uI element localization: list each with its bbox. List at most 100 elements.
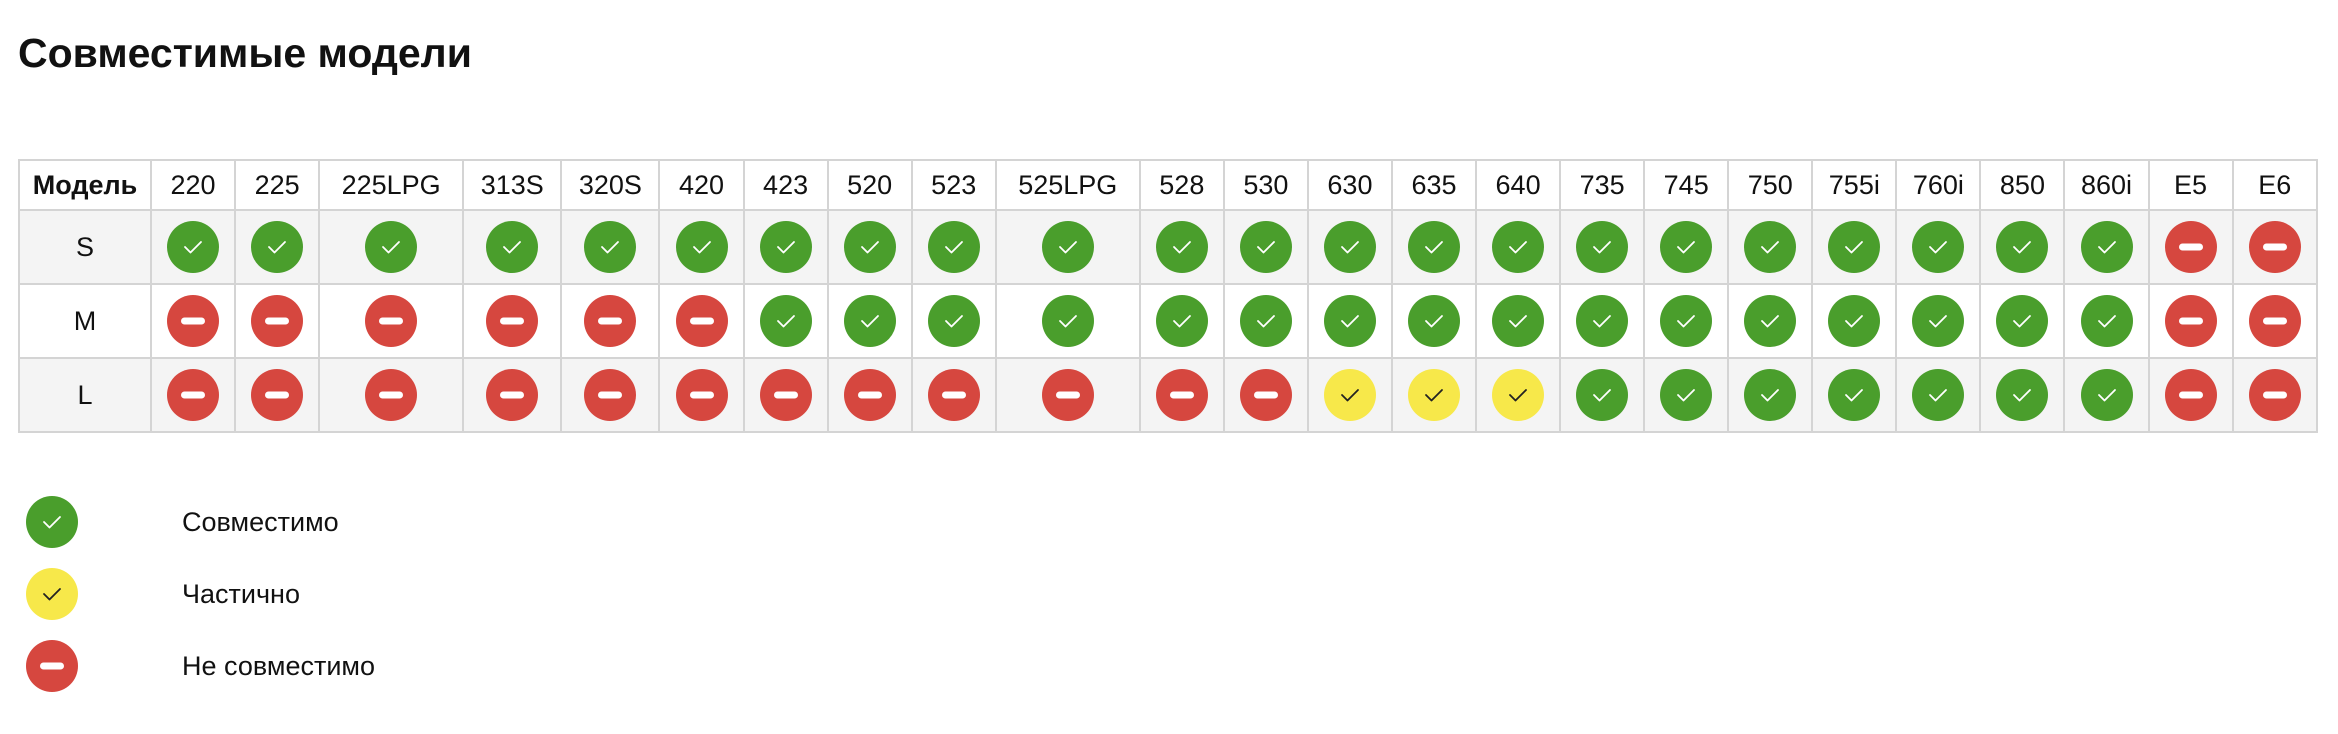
status-cell [318, 209, 465, 285]
icon-check [1677, 315, 1696, 328]
column-header: 755i [1811, 159, 1898, 211]
status-icon [2248, 221, 2301, 273]
status-cell [149, 283, 237, 359]
icon-check [1341, 389, 1359, 402]
icon-check [1058, 241, 1077, 254]
status-icon [167, 295, 220, 347]
status-cell [1306, 283, 1393, 359]
status-cell [1138, 283, 1225, 359]
icon-circle [1239, 221, 1292, 273]
icon-check [944, 241, 963, 254]
status-cell [742, 209, 829, 285]
legend: Совместимо Частично Не совместимо [26, 486, 375, 702]
status-cell [1979, 357, 2066, 433]
column-header: 850 [1979, 159, 2066, 211]
icon-minus [1253, 391, 1278, 399]
icon-check [1341, 315, 1359, 328]
icon-minus [1169, 391, 1194, 399]
status-cell [1390, 283, 1478, 359]
status-icon [1323, 369, 1376, 421]
status-cell [994, 209, 1141, 285]
status-cell [1895, 357, 1982, 433]
column-header: 525LPG [994, 159, 1141, 211]
icon-circle [1323, 221, 1376, 273]
status-icon [843, 369, 896, 421]
status-cell [1811, 283, 1898, 359]
status-icon [2164, 295, 2217, 347]
status-icon [1744, 369, 1797, 421]
column-header: 750 [1727, 159, 1814, 211]
status-icon [2164, 369, 2217, 421]
status-icon [1492, 221, 1545, 273]
status-icon [1239, 295, 1292, 347]
status-cell [910, 283, 997, 359]
column-header: 423 [742, 159, 829, 211]
icon-circle [675, 221, 728, 273]
status-icon [1041, 295, 1094, 347]
status-cell [742, 357, 829, 433]
status-cell [1643, 209, 1730, 285]
icon-circle [1828, 295, 1881, 347]
column-header: 313S [462, 159, 563, 211]
icon-circle [1744, 221, 1797, 273]
status-cell [994, 283, 1141, 359]
header-cell: Модель [18, 159, 152, 211]
status-cell [2063, 209, 2150, 285]
status-icon [1239, 369, 1292, 421]
status-cell [1559, 209, 1646, 285]
status-cell [234, 209, 321, 285]
icon-minus [2178, 391, 2203, 399]
column-header: 528 [1138, 159, 1225, 211]
icon-check [2013, 241, 2032, 254]
icon-check [1761, 389, 1780, 402]
status-cell [1222, 209, 1309, 285]
status-icon [1155, 369, 1208, 421]
status-icon [1408, 369, 1460, 421]
icon-minus [689, 391, 714, 399]
icon-circle [1912, 221, 1965, 273]
status-cell [1475, 357, 1562, 433]
icon-minus [2178, 243, 2203, 251]
icon-minus [265, 391, 290, 399]
status-icon [251, 221, 304, 273]
compat-table: Модель 220 225 225LPG 313S 320S 420 423 520 523 5… [18, 159, 2319, 433]
icon-circle [1576, 295, 1629, 347]
status-cell [1643, 283, 1730, 359]
status-cell [826, 357, 913, 433]
status-cell [1390, 209, 1478, 285]
icon-check [1845, 241, 1864, 254]
status-icon [1323, 295, 1376, 347]
icon-circle [1660, 221, 1713, 273]
status-icon [675, 295, 728, 347]
status-cell [1979, 209, 2066, 285]
status-icon [251, 295, 304, 347]
icon-circle [1492, 295, 1545, 347]
column-header: 220 [149, 159, 237, 211]
icon-circle [1744, 295, 1797, 347]
icon-check [1761, 241, 1780, 254]
icon-circle [1576, 221, 1629, 273]
status-cell [742, 283, 829, 359]
column-header: 735 [1559, 159, 1646, 211]
status-icon [2080, 221, 2133, 273]
status-icon [927, 369, 980, 421]
legend-item: Совместимо [26, 486, 375, 558]
icon-circle [1912, 369, 1965, 421]
icon-circle [1041, 221, 1094, 273]
status-cell [994, 357, 1141, 433]
legend-label: Частично [182, 578, 300, 609]
status-cell [1895, 283, 1982, 359]
status-icon [927, 221, 980, 273]
status-icon [167, 369, 220, 421]
status-cell [560, 209, 661, 285]
legend-label: Совместимо [182, 506, 339, 537]
icon-circle [486, 221, 539, 273]
icon-minus [379, 317, 404, 325]
icon-minus [857, 391, 882, 399]
column-header: 523 [910, 159, 997, 211]
status-icon [2248, 369, 2301, 421]
status-icon [759, 221, 812, 273]
status-icon [675, 221, 728, 273]
status-cell [2063, 283, 2150, 359]
icon-check [1593, 315, 1612, 328]
